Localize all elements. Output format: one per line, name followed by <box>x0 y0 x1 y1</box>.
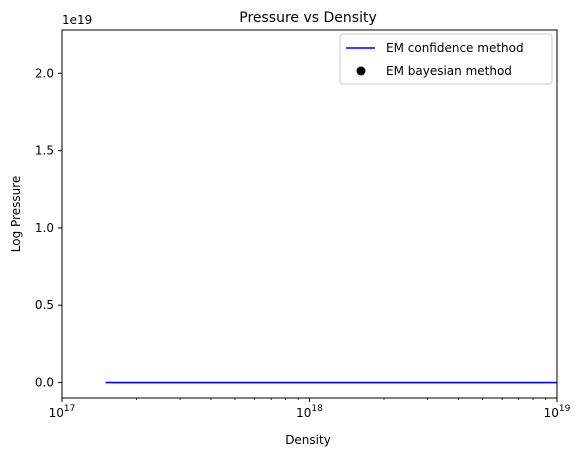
y-tick-label: 0.5 <box>35 298 54 312</box>
legend-box <box>339 33 553 85</box>
x-axis-label: Density <box>285 433 331 447</box>
axis-ticks: 1017 1018 1019 0.0 0.5 1.0 1.5 2.0 <box>35 66 571 420</box>
y-offset-label: 1e19 <box>62 13 92 27</box>
y-axis-label: Log Pressure <box>9 176 23 253</box>
axes-frame <box>61 29 558 399</box>
chart-title: Pressure vs Density <box>239 10 376 26</box>
y-tick-label: 2.0 <box>35 66 54 80</box>
x-tick-label: 1019 <box>544 404 571 420</box>
legend-entry-bayesian: EM bayesian method <box>386 64 512 78</box>
x-tick-label: 1017 <box>49 404 76 420</box>
y-tick-label: 0.0 <box>35 376 54 390</box>
x-tick-label: 1018 <box>296 404 323 420</box>
y-tick-label: 1.0 <box>35 221 54 235</box>
y-tick-label: 1.5 <box>35 144 54 158</box>
legend-entry-confidence: EM confidence method <box>386 41 524 55</box>
legend: EM confidence method EM bayesian method <box>339 33 553 85</box>
legend-marker-swatch <box>356 66 366 76</box>
